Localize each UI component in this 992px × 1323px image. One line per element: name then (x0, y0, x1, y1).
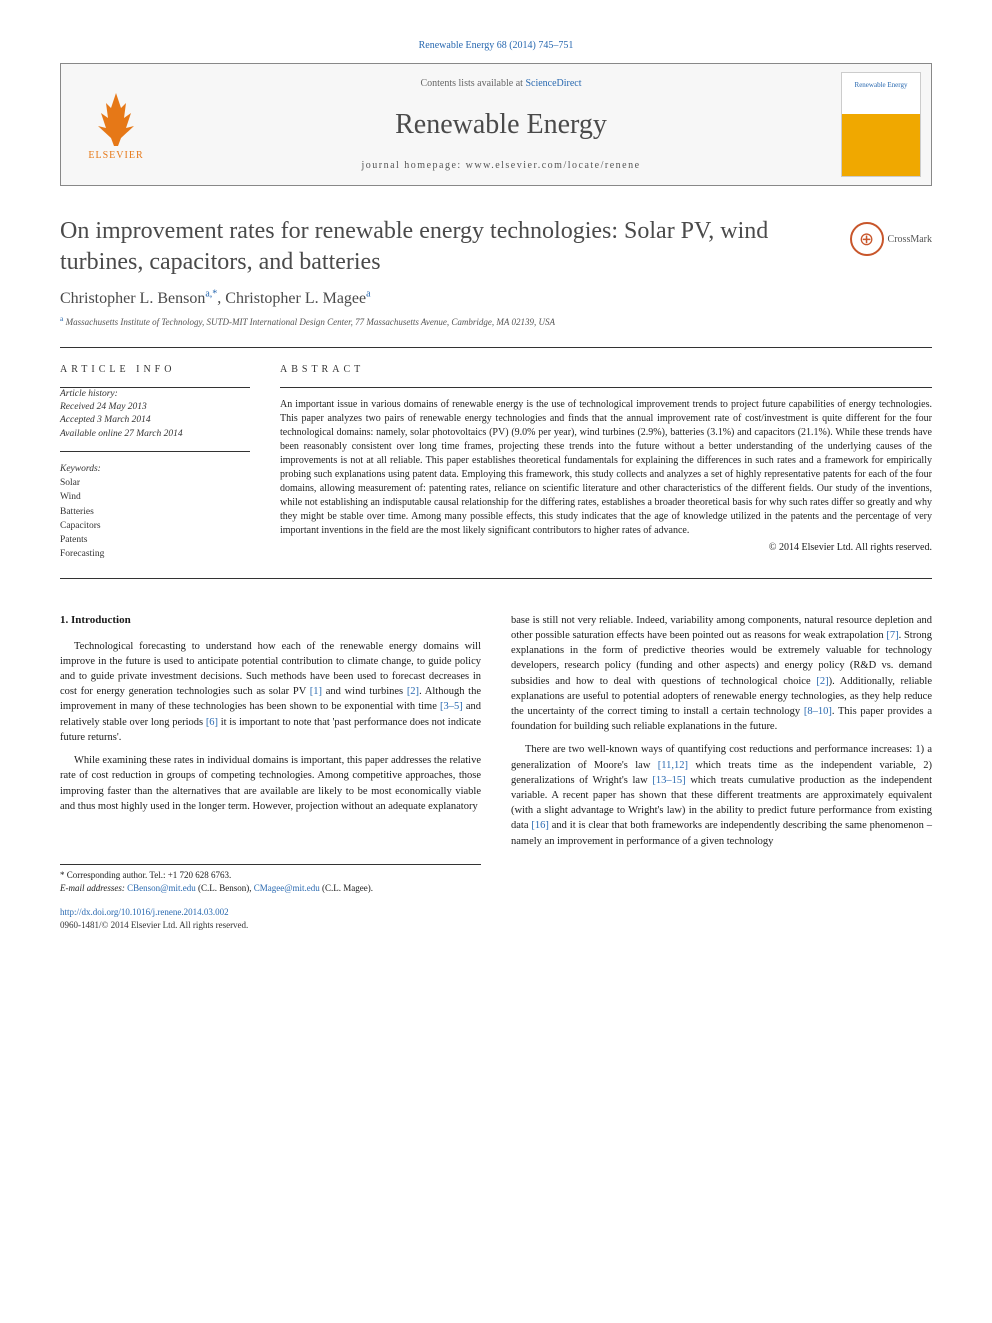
email-link[interactable]: CMagee@mit.edu (254, 883, 320, 893)
article-info-column: ARTICLE INFO Article history: Received 2… (60, 364, 280, 562)
abstract-column: ABSTRACT An important issue in various d… (280, 364, 932, 562)
footnotes: * Corresponding author. Tel.: +1 720 628… (60, 864, 481, 894)
keyword: Wind (60, 490, 250, 504)
author-2[interactable]: Christopher L. Mageea (225, 290, 370, 307)
citation-link[interactable]: [1] (310, 686, 322, 697)
doi-link[interactable]: http://dx.doi.org/10.1016/j.renene.2014.… (60, 906, 481, 919)
column-left: 1. Introduction Technological forecastin… (60, 613, 481, 933)
abstract-copyright: © 2014 Elsevier Ltd. All rights reserved… (280, 542, 932, 553)
corresponding-author: * Corresponding author. Tel.: +1 720 628… (60, 869, 481, 882)
abstract-heading: ABSTRACT (280, 364, 932, 375)
article-title: On improvement rates for renewable energ… (60, 216, 932, 278)
contents-available: Contents lists available at ScienceDirec… (171, 78, 831, 89)
crossmark-icon: ⊕ (850, 222, 884, 256)
citation-link[interactable]: [3–5] (440, 701, 463, 712)
journal-cover[interactable]: Renewable Energy (831, 64, 931, 185)
separator (60, 347, 932, 348)
citation-link[interactable]: [2] (816, 676, 828, 687)
issn-copyright: 0960-1481/© 2014 Elsevier Ltd. All right… (60, 919, 481, 932)
journal-homepage: journal homepage: www.elsevier.com/locat… (171, 160, 831, 171)
authors-line: Christopher L. Bensona,*, Christopher L.… (60, 288, 932, 307)
separator (60, 578, 932, 579)
keyword: Forecasting (60, 547, 250, 561)
journal-name: Renewable Energy (171, 109, 831, 141)
elsevier-logo[interactable]: ELSEVIER (61, 64, 171, 185)
column-right: base is still not very reliable. Indeed,… (511, 613, 932, 933)
article-history: Article history: Received 24 May 2013 Ac… (60, 388, 250, 452)
journal-citation[interactable]: Renewable Energy 68 (2014) 745–751 (60, 40, 932, 51)
email-link[interactable]: CBenson@mit.edu (127, 883, 196, 893)
cover-text: Renewable Energy (842, 81, 920, 89)
keyword: Solar (60, 476, 250, 490)
crossmark-badge[interactable]: ⊕ CrossMark (850, 222, 932, 256)
citation-link[interactable]: [2] (407, 686, 419, 697)
keyword: Capacitors (60, 519, 250, 533)
body-text: 1. Introduction Technological forecastin… (60, 613, 932, 933)
citation-link[interactable]: [13–15] (652, 775, 685, 786)
citation-link[interactable]: [6] (206, 717, 218, 728)
citation-link[interactable]: [7] (886, 630, 898, 641)
affiliation: a Massachusetts Institute of Technology,… (60, 314, 932, 327)
citation-link[interactable]: [11,12] (658, 760, 688, 771)
article-info-heading: ARTICLE INFO (60, 364, 250, 375)
keyword: Patents (60, 533, 250, 547)
citation-link[interactable]: [8–10] (804, 706, 832, 717)
author-1[interactable]: Christopher L. Bensona,* (60, 290, 217, 307)
elsevier-label: ELSEVIER (88, 150, 143, 161)
sciencedirect-link[interactable]: ScienceDirect (525, 78, 581, 89)
intro-heading: 1. Introduction (60, 613, 481, 629)
journal-header: ELSEVIER Contents lists available at Sci… (60, 63, 932, 186)
keywords-block: Keywords: Solar Wind Batteries Capacitor… (60, 462, 250, 562)
citation-link[interactable]: [16] (531, 820, 549, 831)
keyword: Batteries (60, 505, 250, 519)
homepage-url[interactable]: www.elsevier.com/locate/renene (466, 160, 641, 171)
elsevier-tree-icon (86, 88, 146, 148)
abstract-text: An important issue in various domains of… (280, 398, 932, 538)
